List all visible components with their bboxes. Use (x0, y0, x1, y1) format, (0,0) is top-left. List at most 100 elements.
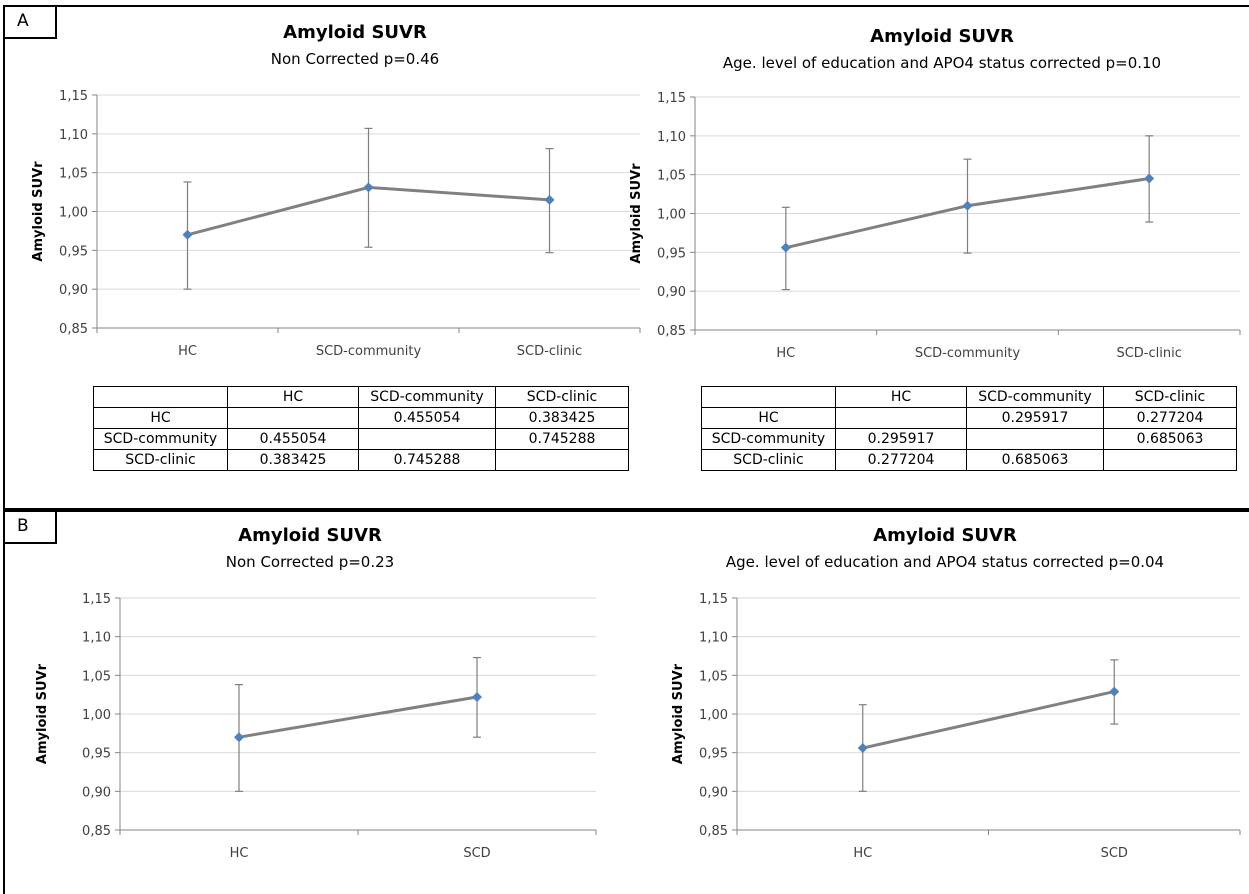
y-tick-label: 1,15 (699, 592, 728, 607)
x-tick-label: SCD (1101, 846, 1128, 861)
table-cell: HC (701, 407, 836, 429)
x-tick-label: SCD-community (915, 346, 1021, 361)
y-tick-label: 1,10 (657, 130, 686, 145)
data-point (363, 182, 374, 193)
table-cell: HC (835, 386, 967, 408)
y-tick-label: 0,85 (657, 324, 686, 339)
table-cell: 0.295917 (835, 428, 967, 450)
y-axis-label: Amyloid SUVr (629, 163, 644, 264)
chart-subtitle: Age. level of education and APO4 status … (723, 54, 1161, 72)
y-tick-label: 1,10 (59, 128, 88, 143)
table-cell: 0.295917 (966, 407, 1104, 429)
data-point (472, 691, 482, 702)
y-tick-label: 0,85 (699, 824, 728, 839)
y-tick-label: 1,15 (657, 91, 686, 106)
y-tick-label: 0,90 (699, 785, 728, 800)
table-cell (495, 449, 629, 471)
table-cell: HC (227, 386, 359, 408)
data-point (780, 242, 791, 253)
p-value-table-a-non-corrected: HC SCD-community SCD-clinic HC 0.455054 … (93, 386, 629, 471)
table-cell: SCD-clinic (1103, 386, 1237, 408)
table-cell: 0.745288 (495, 428, 629, 450)
table-cell: SCD-community (93, 428, 228, 450)
y-tick-label: 0,90 (82, 785, 111, 800)
table-cell: 0.383425 (227, 449, 359, 471)
table-cell: SCD-clinic (701, 449, 836, 471)
p-value-table-a-corrected: HC SCD-community SCD-clinic HC 0.295917 … (701, 386, 1237, 471)
y-tick-label: 0,95 (82, 747, 111, 762)
table-row: SCD-clinic 0.383425 0.745288 (93, 449, 629, 471)
data-point (962, 200, 973, 211)
data-point (857, 743, 868, 754)
y-tick-label: 0,95 (699, 747, 728, 762)
series-line (238, 695, 478, 739)
y-tick-label: 0,95 (59, 244, 88, 259)
x-tick-label: SCD-clinic (517, 344, 582, 359)
x-tick-label: SCD-clinic (1116, 346, 1181, 361)
table-cell: SCD-community (358, 386, 496, 408)
y-tick-label: 0,90 (657, 285, 686, 300)
table-cell: 0.277204 (1103, 407, 1237, 429)
x-tick-label: HC (178, 344, 197, 359)
y-tick-label: 1,05 (657, 169, 686, 184)
table-cell: SCD-clinic (93, 449, 228, 471)
table-cell: 0.745288 (358, 449, 496, 471)
chart-title: Amyloid SUVR (238, 525, 382, 546)
chart-title: Amyloid SUVR (873, 525, 1017, 546)
table-row: SCD-community 0.455054 0.745288 (93, 428, 629, 450)
chart-title: Amyloid SUVR (283, 22, 427, 43)
panel-label-a: A (5, 7, 57, 39)
table-cell: 0.383425 (495, 407, 629, 429)
table-cell: 0.455054 (227, 428, 359, 450)
y-tick-label: 1,15 (82, 592, 111, 607)
y-tick-label: 1,00 (657, 208, 686, 223)
table-cell (93, 386, 228, 408)
table-cell: HC (93, 407, 228, 429)
x-tick-label: HC (230, 846, 249, 861)
table-cell (358, 428, 496, 450)
table-row: SCD-clinic 0.277204 0.685063 (701, 449, 1237, 471)
y-tick-label: 1,05 (699, 669, 728, 684)
y-axis-label: Amyloid SUVr (671, 663, 686, 764)
table-header-row: HC SCD-community SCD-clinic (701, 386, 1237, 408)
table-cell (227, 407, 359, 429)
table-cell: 0.455054 (358, 407, 496, 429)
table-cell: SCD-clinic (495, 386, 629, 408)
y-tick-label: 1,15 (59, 89, 88, 104)
table-row: HC 0.455054 0.383425 (93, 407, 629, 429)
table-row: HC 0.295917 0.277204 (701, 407, 1237, 429)
y-tick-label: 1,05 (82, 669, 111, 684)
x-tick-label: HC (776, 346, 795, 361)
chart-subtitle: Non Corrected p=0.46 (271, 50, 439, 68)
y-tick-label: 1,05 (59, 167, 88, 182)
panel-label-b: B (5, 512, 57, 544)
data-point (544, 194, 555, 205)
y-tick-label: 1,00 (59, 206, 88, 221)
x-tick-label: SCD-community (316, 344, 422, 359)
y-tick-label: 0,95 (657, 246, 686, 261)
table-cell: SCD-community (966, 386, 1104, 408)
table-cell (966, 428, 1104, 450)
data-point (182, 229, 193, 240)
y-tick-label: 0,85 (82, 824, 111, 839)
y-axis-label: Amyloid SUVr (31, 161, 46, 262)
table-cell (1103, 449, 1237, 471)
y-tick-label: 1,10 (82, 631, 111, 646)
chart-title: Amyloid SUVR (870, 26, 1014, 47)
y-tick-label: 1,00 (699, 708, 728, 723)
table-cell: SCD-community (701, 428, 836, 450)
data-point (1109, 686, 1120, 697)
series-line (862, 690, 1115, 750)
table-row: SCD-community 0.295917 0.685063 (701, 428, 1237, 450)
table-header-row: HC SCD-community SCD-clinic (93, 386, 629, 408)
chart-subtitle: Non Corrected p=0.23 (226, 553, 394, 571)
y-axis-label: Amyloid SUVr (35, 663, 50, 764)
y-tick-label: 0,85 (59, 322, 88, 337)
chart-subtitle: Age. level of education and APO4 status … (726, 553, 1164, 571)
table-cell (835, 407, 967, 429)
x-tick-label: SCD (463, 846, 490, 861)
